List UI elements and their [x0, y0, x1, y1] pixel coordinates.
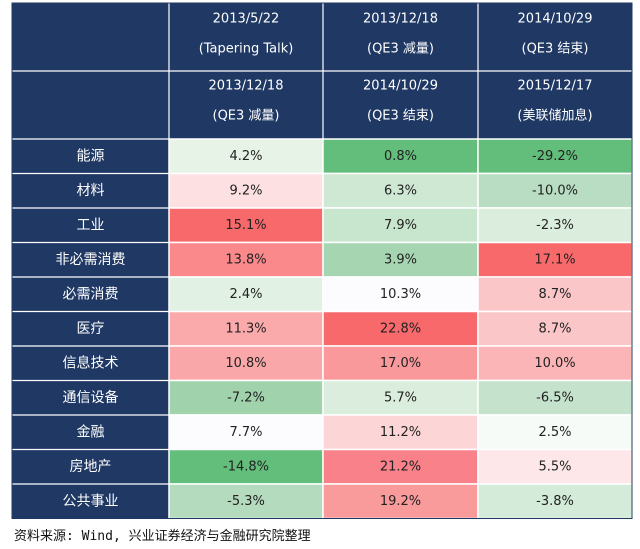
- row-label: 金融: [77, 424, 105, 440]
- cell-value-label: 17.1%: [534, 252, 575, 267]
- cell-value-label: 7.9%: [384, 218, 417, 233]
- cell-value-label: -6.5%: [536, 390, 574, 405]
- heatmap-cell: [168, 345, 324, 382]
- source-note: 资料来源: Wind, 兴业证券经济与金融研究院整理: [14, 529, 311, 544]
- cell-value-label: -7.2%: [227, 390, 265, 405]
- cell-value-label: 6.3%: [384, 183, 417, 198]
- heatmap-cell: [168, 379, 324, 416]
- table-border: [11, 2, 633, 519]
- cell-value-label: 19.2%: [380, 494, 421, 509]
- heatmap-cell: [168, 448, 324, 485]
- cell-value-label: 10.3%: [380, 287, 421, 302]
- heatmap-cell: [477, 172, 633, 209]
- cell-value-label: 2.4%: [229, 287, 262, 302]
- column-header-end-event: (QE3 结束): [367, 109, 434, 124]
- cell-value-label: 5.5%: [538, 459, 571, 474]
- column-header-end-event: (QE3 减量): [213, 109, 280, 124]
- heatmap-cell: [322, 448, 479, 485]
- column-header-end-date: 2014/10/29: [363, 79, 438, 94]
- cell-value-label: 22.8%: [380, 321, 421, 336]
- column-header-start-event: (Tapering Talk): [199, 42, 294, 57]
- cell-value-label: 8.7%: [538, 321, 571, 336]
- cell-value-label: 13.8%: [225, 252, 266, 267]
- cell-value-label: 3.9%: [384, 252, 417, 267]
- row-label: 公共事业: [63, 493, 119, 509]
- cell-value-label: 0.8%: [384, 149, 417, 164]
- cell-value-label: 21.2%: [380, 459, 421, 474]
- heatmap-cell: [477, 345, 633, 382]
- cell-value-label: -14.8%: [223, 459, 269, 474]
- cell-value-label: 7.7%: [229, 425, 262, 440]
- cell-value-label: 8.7%: [538, 287, 571, 302]
- cell-value-label: 2.5%: [538, 425, 571, 440]
- heatmap-cell: [322, 345, 479, 382]
- heatmap-cell: [322, 414, 479, 451]
- row-label: 医疗: [77, 321, 105, 337]
- heatmap-cell: [477, 310, 633, 347]
- column-header-start-date: 2013/5/22: [213, 12, 280, 27]
- heatmap-cell: [322, 138, 479, 175]
- heatmap-cell: [322, 241, 479, 278]
- heatmap-cell: [168, 207, 324, 244]
- column-header-start-date: 2014/10/29: [518, 12, 593, 27]
- column-header-start-event: (QE3 减量): [367, 42, 434, 57]
- column-header-start-event: (QE3 结束): [522, 42, 589, 57]
- cell-value-label: -3.8%: [536, 494, 574, 509]
- heatmap-cell: [322, 379, 479, 416]
- heatmap-cell: [477, 483, 633, 520]
- row-label: 材料: [77, 183, 105, 199]
- cell-value-label: -2.3%: [536, 218, 574, 233]
- cell-value-label: 9.2%: [229, 183, 262, 198]
- heatmap-cell: [322, 172, 479, 209]
- column-header-start-date: 2013/12/18: [363, 12, 438, 27]
- heatmap-cell: [322, 310, 479, 347]
- heatmap-cell: [477, 448, 633, 485]
- heatmap-cell: [168, 172, 324, 209]
- cell-value-label: 15.1%: [225, 218, 266, 233]
- heatmap-cell: [477, 276, 633, 313]
- cell-value-label: 17.0%: [380, 356, 421, 371]
- heatmap-cell: [477, 414, 633, 451]
- cell-value-label: -29.2%: [532, 149, 578, 164]
- cell-value-label: 5.7%: [384, 390, 417, 405]
- row-label: 通信设备: [63, 389, 119, 406]
- row-label: 能源: [77, 148, 105, 164]
- cell-value-label: 10.8%: [225, 356, 266, 371]
- row-label: 信息技术: [63, 354, 119, 371]
- cell-value-label: 10.0%: [534, 356, 575, 371]
- column-header-end-event: (美联储加息): [517, 108, 592, 124]
- cell-value-label: 4.2%: [229, 149, 262, 164]
- row-label: 非必需消费: [56, 252, 126, 268]
- column-header-end-date: 2015/12/17: [518, 79, 593, 94]
- heatmap-cell: [168, 483, 324, 520]
- heatmap-cell: [477, 207, 633, 244]
- heatmap-cell: [477, 379, 633, 416]
- column-header-end-date: 2013/12/18: [209, 79, 284, 94]
- cell-value-label: 11.3%: [225, 321, 266, 336]
- cell-value-label: 11.2%: [380, 425, 421, 440]
- row-label: 房地产: [70, 459, 112, 475]
- row-label-background: [12, 139, 169, 519]
- heatmap-cell: [168, 414, 324, 451]
- cell-value-label: -5.3%: [227, 494, 265, 509]
- row-label: 工业: [77, 217, 105, 233]
- cell-value-label: -10.0%: [532, 183, 578, 198]
- row-label: 必需消费: [63, 286, 119, 302]
